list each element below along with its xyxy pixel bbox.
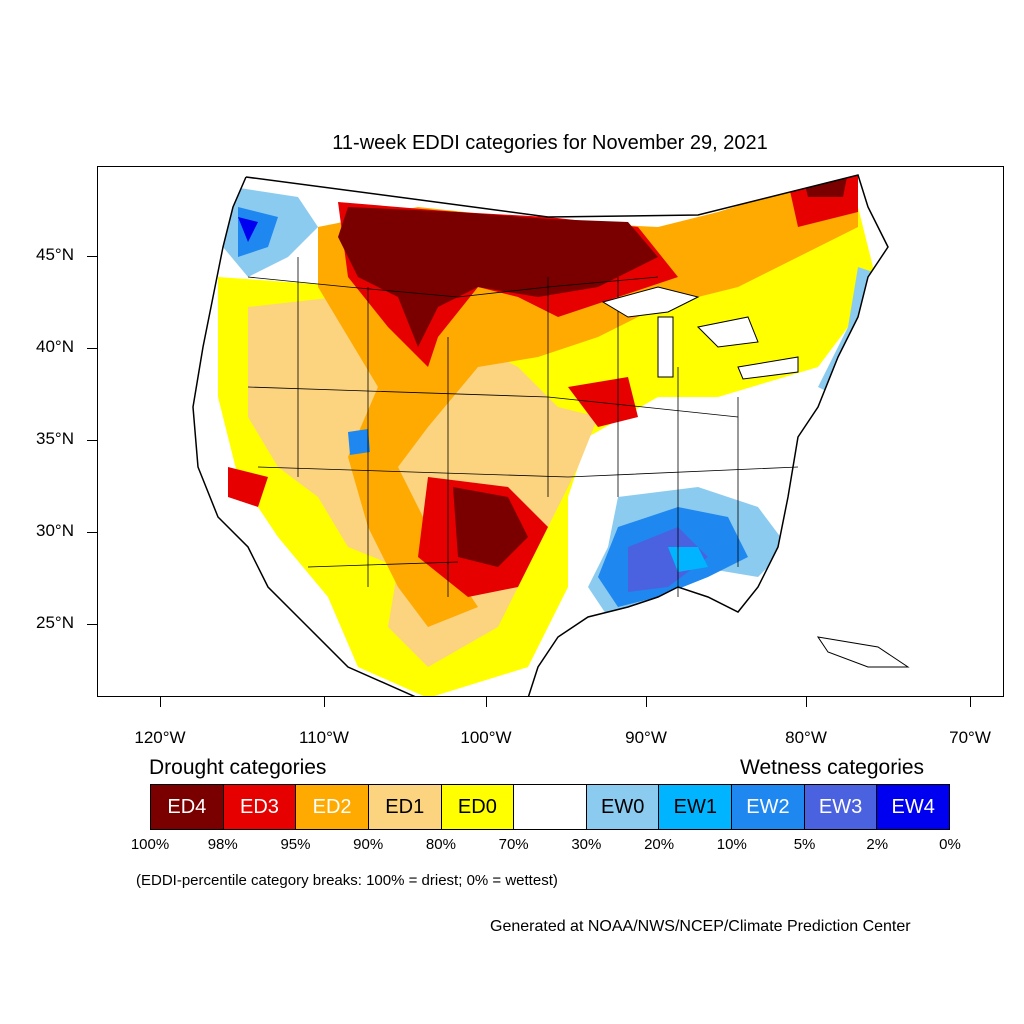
legend-box-ed1: ED1 [368,785,442,829]
percentile-label: 2% [866,836,889,853]
percentile-label: 95% [280,836,311,853]
lon-label: 80°W [785,728,827,747]
lon-tick [970,697,971,707]
lon-tick [324,697,325,707]
legend-box-ew2: EW2 [732,785,805,829]
legend-box-ew1: EW1 [659,785,733,829]
drought-heading: Drought categories [149,756,327,779]
legend-box-ew4: EW4 [877,785,950,829]
lon-label: 120°W [134,728,186,747]
lat-tick [87,624,97,625]
state-boundaries [247,257,799,597]
lon-tick [160,697,161,707]
percentile-label: 80% [425,836,456,853]
legend-box-normal [514,785,587,829]
percentile-label: 30% [571,836,602,853]
lat-tick [87,440,97,441]
category-legend: ED4 ED3 ED2 ED1 ED0 EW0 EW1 EW2 EW3 EW4 [150,784,950,830]
percentile-label: 20% [644,836,675,853]
legend-box-ed4: ED4 [151,785,224,829]
map-frame [97,166,1004,697]
lat-label: 25°N [36,613,74,632]
legend-box-ed2: ED2 [296,785,369,829]
legend-box-ew0: EW0 [586,785,660,829]
percentile-label: 0% [939,836,961,853]
percentile-label: 5% [793,836,816,853]
lon-tick [646,697,647,707]
lon-label: 90°W [625,728,667,747]
credit-line: Generated at NOAA/NWS/NCEP/Climate Predi… [490,918,911,935]
lat-label: 40°N [36,337,74,356]
lat-label: 30°N [36,521,74,540]
lon-tick [806,697,807,707]
legend-box-ed3: ED3 [223,785,297,829]
percentile-label: 98% [207,836,238,853]
lon-label: 110°W [299,728,349,747]
percentile-label: 70% [498,836,529,853]
percentile-label: 10% [716,836,747,853]
legend-box-ew3: EW3 [804,785,878,829]
lat-tick [87,256,97,257]
breaks-note: (EDDI-percentile category breaks: 100% =… [136,872,558,889]
lat-tick [87,532,97,533]
lat-label: 45°N [36,245,74,264]
lon-label: 100°W [460,728,512,747]
lon-tick [486,697,487,707]
legend-box-ed0: ED0 [441,785,515,829]
category-fill-layer [193,175,888,696]
lat-label: 35°N [36,429,74,448]
lat-tick [87,348,97,349]
percentile-label: 90% [353,836,384,853]
wetness-heading: Wetness categories [740,756,925,779]
map-title: 11-week EDDI categories for November 29,… [332,132,768,154]
percentile-label: 100% [130,836,170,853]
eddi-map [192,174,910,696]
lon-label: 70°W [949,728,991,747]
